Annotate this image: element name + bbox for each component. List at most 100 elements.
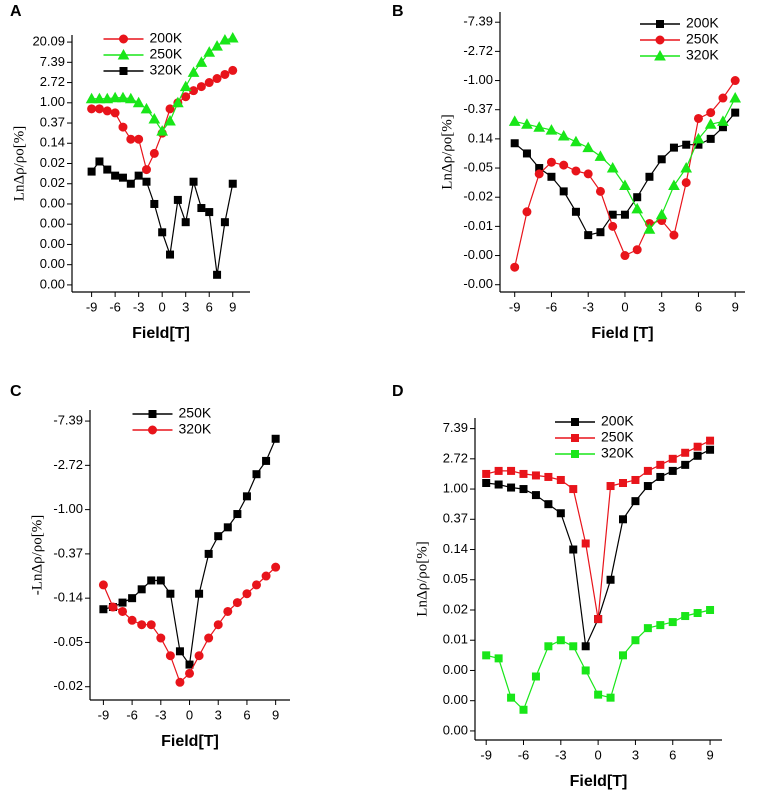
marker <box>94 104 104 114</box>
marker <box>126 134 136 144</box>
marker <box>87 167 96 176</box>
y-tick-label: 0.02 <box>40 175 65 190</box>
marker <box>212 74 222 84</box>
legend-label: 250K <box>686 31 719 47</box>
marker <box>717 115 729 126</box>
marker <box>682 140 691 149</box>
x-tick-label: 3 <box>632 747 639 762</box>
marker <box>633 193 642 202</box>
marker <box>693 451 702 460</box>
marker <box>706 436 715 445</box>
y-tick-label: -2.72 <box>463 43 493 58</box>
panel: B -7.39 -2.72 -1.00 -0.37 0.14 -0.05 -0.02 -0.01… <box>392 3 745 342</box>
marker <box>482 479 491 488</box>
y-tick-label: 0.14 <box>40 135 65 150</box>
marker <box>262 456 271 465</box>
marker <box>706 445 715 454</box>
marker <box>619 479 628 488</box>
marker <box>669 143 678 152</box>
marker <box>606 575 615 584</box>
marker <box>175 647 184 656</box>
marker <box>158 228 167 237</box>
y-tick-label: -0.37 <box>53 545 83 560</box>
marker <box>252 580 262 590</box>
y-tick-label: 2.72 <box>40 74 65 89</box>
marker <box>118 173 127 182</box>
marker <box>681 460 690 469</box>
marker <box>619 515 628 524</box>
marker <box>531 672 540 681</box>
marker <box>117 91 129 103</box>
y-axis-label: LnΔρ/ρo[%] <box>11 126 27 201</box>
panel: C -7.39 -2.72 -1.00 -0.37 -0.14 -0.05 -0.02 -9 -6… <box>10 383 290 750</box>
marker <box>706 108 716 118</box>
marker <box>242 589 252 599</box>
x-tick-label: -3 <box>133 299 145 314</box>
marker <box>620 210 629 219</box>
x-axis-label: Field[T] <box>570 773 628 790</box>
y-tick-label: 0.00 <box>40 195 65 210</box>
y-tick-label: -0.14 <box>53 590 83 605</box>
x-tick-label: 9 <box>732 299 739 314</box>
marker <box>631 497 640 506</box>
marker <box>172 96 184 108</box>
y-tick-label: -0.00 <box>463 247 493 262</box>
marker <box>729 92 742 103</box>
x-tick-label: 9 <box>272 707 279 722</box>
y-tick-label: -1.00 <box>463 72 493 87</box>
marker <box>706 134 715 143</box>
marker <box>531 491 540 500</box>
marker <box>631 202 644 214</box>
marker <box>223 606 233 616</box>
x-tick-label: -6 <box>546 299 558 314</box>
y-tick-label: -0.01 <box>463 218 493 233</box>
legend-marker <box>571 450 579 458</box>
marker <box>595 186 605 196</box>
y-axis-label: LnΔρ/ρo[%] <box>439 114 455 189</box>
marker <box>519 469 528 478</box>
x-tick-label: 3 <box>215 707 222 722</box>
legend-marker <box>119 67 128 75</box>
marker <box>226 32 239 43</box>
y-tick-label: 0.14 <box>468 130 493 145</box>
marker <box>544 500 553 509</box>
marker <box>681 612 690 621</box>
x-tick-label: 6 <box>206 299 213 314</box>
marker <box>581 666 590 675</box>
panel: D 7.39 2.72 1.00 0.37 0.14 0.05 0.02 0.01 0.00 0.0… <box>392 383 722 790</box>
marker <box>242 492 251 501</box>
marker <box>643 624 652 633</box>
legend-label: 250K <box>179 405 212 421</box>
marker <box>510 262 520 272</box>
marker <box>214 532 223 541</box>
y-tick-label: 0.37 <box>40 114 65 129</box>
x-tick-label: 0 <box>595 747 602 762</box>
marker <box>156 125 169 136</box>
marker <box>195 56 208 67</box>
x-tick-label: 0 <box>186 707 193 722</box>
marker <box>619 179 631 191</box>
marker <box>141 165 151 175</box>
legend-marker <box>654 49 666 61</box>
marker <box>494 466 503 475</box>
marker <box>118 606 128 616</box>
y-tick-label: -0.05 <box>53 634 83 649</box>
marker <box>544 642 553 651</box>
y-tick-label: 0.02 <box>40 155 65 170</box>
y-tick-label: -7.39 <box>53 413 83 428</box>
y-tick-label: -0.37 <box>463 101 493 116</box>
marker <box>507 483 516 492</box>
x-tick-label: -9 <box>480 747 492 762</box>
marker <box>220 218 229 227</box>
x-tick-label: 6 <box>243 707 250 722</box>
x-tick-label: -9 <box>98 707 110 722</box>
marker <box>556 636 565 645</box>
y-tick-label: -0.05 <box>463 159 493 174</box>
marker <box>668 454 677 463</box>
marker <box>101 92 114 104</box>
marker <box>185 660 194 669</box>
marker <box>140 102 153 114</box>
x-tick-label: -3 <box>555 747 567 762</box>
marker <box>583 169 593 179</box>
marker <box>98 580 108 590</box>
